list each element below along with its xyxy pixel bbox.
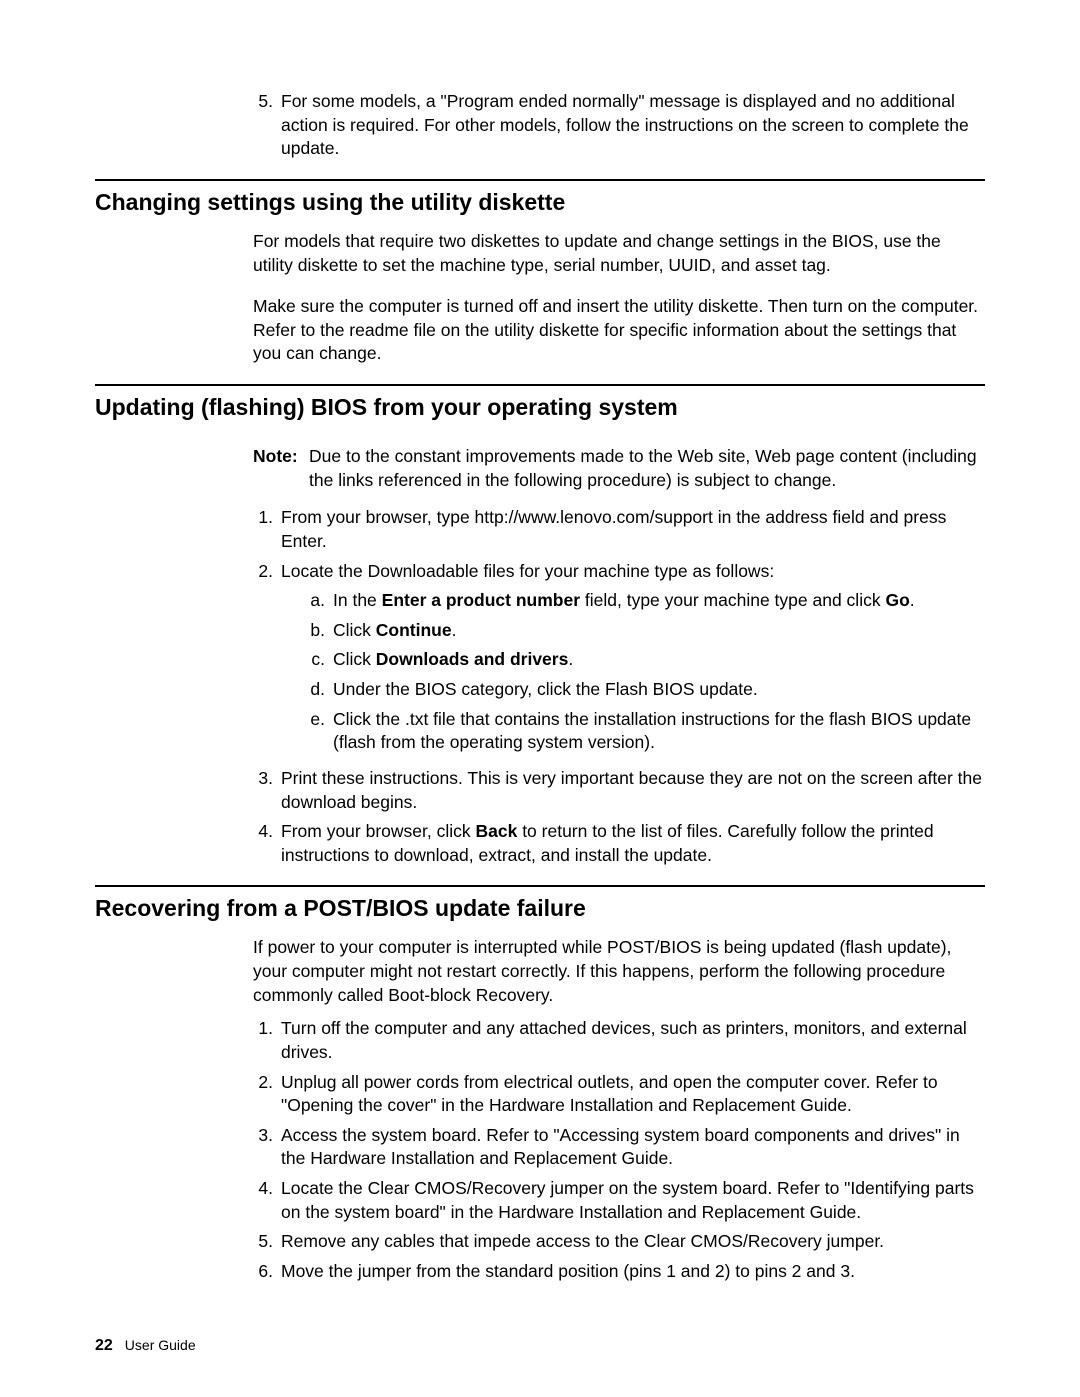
item-text: From your browser, type http://www.lenov… <box>281 506 985 553</box>
list-item: d. Under the BIOS category, click the Fl… <box>307 678 985 702</box>
paragraph: For models that require two diskettes to… <box>253 230 985 277</box>
list-item: 3. Print these instructions. This is ver… <box>253 767 985 814</box>
item-number: 1. <box>253 506 281 553</box>
item-number: 2. <box>253 1071 281 1118</box>
item-number: 4. <box>253 820 281 867</box>
list-item: 6. Move the jumper from the standard pos… <box>253 1260 985 1284</box>
text: In the <box>333 590 382 610</box>
list-item: 5. Remove any cables that impede access … <box>253 1230 985 1254</box>
section-divider <box>95 179 985 181</box>
item-text: Locate the Downloadable files for your m… <box>281 560 985 761</box>
text: . <box>568 649 573 669</box>
list-item: 4. From your browser, click Back to retu… <box>253 820 985 867</box>
bold-text: Back <box>475 821 517 841</box>
bold-text: Enter a product number <box>382 590 580 610</box>
item-text: Print these instructions. This is very i… <box>281 767 985 814</box>
item-number: 4. <box>253 1177 281 1224</box>
item-number: e. <box>307 708 333 755</box>
bold-text: Continue <box>376 620 452 640</box>
text: . <box>452 620 457 640</box>
list-item: 1. From your browser, type http://www.le… <box>253 506 985 553</box>
sub-list: a. In the Enter a product number field, … <box>307 589 985 755</box>
item-text: Unplug all power cords from electrical o… <box>281 1071 985 1118</box>
item-number: 2. <box>253 560 281 761</box>
bold-text: Downloads and drivers <box>376 649 569 669</box>
list-item: e. Click the .txt file that contains the… <box>307 708 985 755</box>
item-number: 1. <box>253 1017 281 1064</box>
item-number: 3. <box>253 1124 281 1171</box>
section-divider <box>95 885 985 887</box>
item-number: c. <box>307 648 333 672</box>
top-continuation: 5. For some models, a "Program ended nor… <box>253 90 985 161</box>
paragraph: Make sure the computer is turned off and… <box>253 295 985 366</box>
paragraph: If power to your computer is interrupted… <box>253 936 985 1007</box>
item-text: From your browser, click Back to return … <box>281 820 985 867</box>
section-body: For models that require two diskettes to… <box>253 230 985 366</box>
item-text: Click the .txt file that contains the in… <box>333 708 985 755</box>
footer-title: User Guide <box>125 1337 196 1353</box>
item-text: Click Continue. <box>333 619 985 643</box>
list-item: 4. Locate the Clear CMOS/Recovery jumper… <box>253 1177 985 1224</box>
item-number: a. <box>307 589 333 613</box>
page-footer: 22 User Guide <box>95 1337 196 1355</box>
item-text: Move the jumper from the standard positi… <box>281 1260 985 1284</box>
item-text: Turn off the computer and any attached d… <box>281 1017 985 1064</box>
list-item: 3. Access the system board. Refer to "Ac… <box>253 1124 985 1171</box>
list-item: b. Click Continue. <box>307 619 985 643</box>
item-text: In the Enter a product number field, typ… <box>333 589 985 613</box>
list-item: a. In the Enter a product number field, … <box>307 589 985 613</box>
text: Click <box>333 620 376 640</box>
text: . <box>910 590 915 610</box>
list-item: 5. For some models, a "Program ended nor… <box>253 90 985 161</box>
item-number: b. <box>307 619 333 643</box>
item-number: 6. <box>253 1260 281 1284</box>
list-item: 2. Locate the Downloadable files for you… <box>253 560 985 761</box>
text: field, type your machine type and click <box>580 590 885 610</box>
section-body: If power to your computer is interrupted… <box>253 936 985 1283</box>
section-heading-updating-bios: Updating (flashing) BIOS from your opera… <box>95 394 985 421</box>
list-item: 2. Unplug all power cords from electrica… <box>253 1071 985 1118</box>
section-divider <box>95 384 985 386</box>
item-text: Under the BIOS category, click the Flash… <box>333 678 985 702</box>
note-body: Due to the constant improvements made to… <box>309 445 985 492</box>
item-number: 5. <box>253 90 281 161</box>
item-number: 3. <box>253 767 281 814</box>
text: Click <box>333 649 376 669</box>
item-text: Locate the Clear CMOS/Recovery jumper on… <box>281 1177 985 1224</box>
page-number: 22 <box>95 1337 113 1354</box>
section-heading-changing-settings: Changing settings using the utility disk… <box>95 189 985 216</box>
item-text: Access the system board. Refer to "Acces… <box>281 1124 985 1171</box>
item-text-span: Locate the Downloadable files for your m… <box>281 561 774 581</box>
list-item: c. Click Downloads and drivers. <box>307 648 985 672</box>
item-text: Remove any cables that impede access to … <box>281 1230 985 1254</box>
bold-text: Go <box>885 590 909 610</box>
note: Note: Due to the constant improvements m… <box>253 445 985 492</box>
section-body: Note: Due to the constant improvements m… <box>253 445 985 867</box>
item-text: For some models, a "Program ended normal… <box>281 90 985 161</box>
section-heading-recovering: Recovering from a POST/BIOS update failu… <box>95 895 985 922</box>
item-text: Click Downloads and drivers. <box>333 648 985 672</box>
note-label: Note: <box>253 445 309 492</box>
item-number: 5. <box>253 1230 281 1254</box>
item-number: d. <box>307 678 333 702</box>
text: From your browser, click <box>281 821 475 841</box>
list-item: 1. Turn off the computer and any attache… <box>253 1017 985 1064</box>
